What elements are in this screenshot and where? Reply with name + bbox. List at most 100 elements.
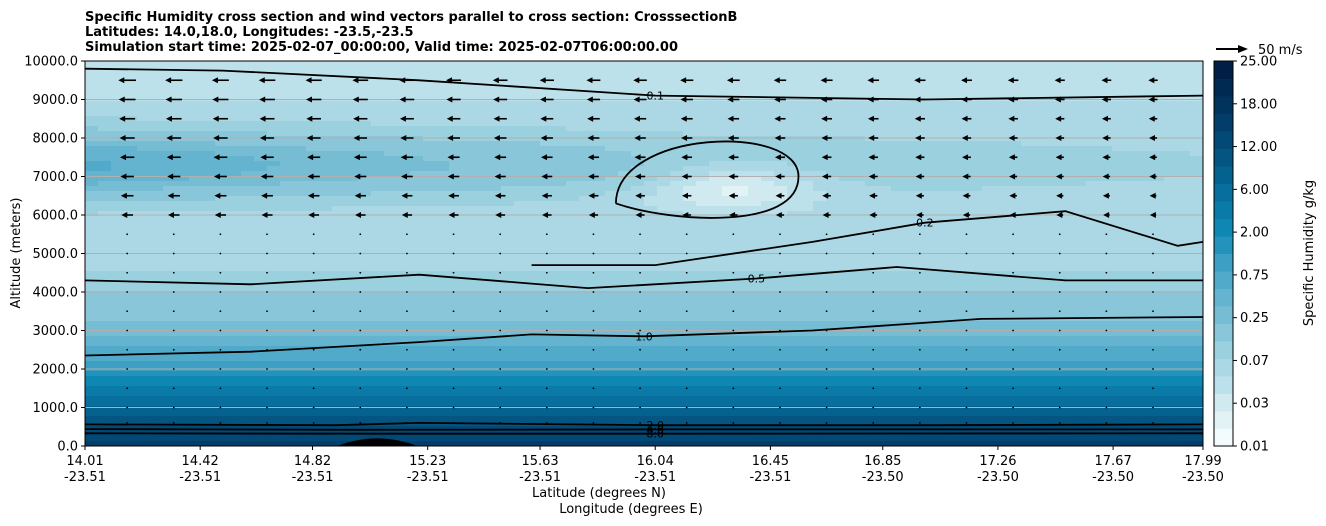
humidity-cell <box>852 201 866 207</box>
humidity-cell <box>241 156 255 162</box>
humidity-cell <box>774 286 788 292</box>
humidity-cell <box>449 211 463 217</box>
humidity-cell <box>514 161 528 167</box>
humidity-cell <box>254 181 268 187</box>
humidity-cell <box>657 136 671 142</box>
humidity-cell <box>358 166 372 172</box>
humidity-cell <box>696 346 710 352</box>
humidity-cell <box>995 136 1009 142</box>
humidity-cell <box>1151 96 1165 102</box>
humidity-cell <box>280 311 294 317</box>
humidity-cell <box>462 296 476 302</box>
humidity-cell <box>579 81 593 87</box>
humidity-cell <box>1073 176 1087 182</box>
humidity-cell <box>150 296 164 302</box>
humidity-cell <box>748 226 762 232</box>
humidity-cell <box>748 121 762 127</box>
humidity-cell <box>319 116 333 122</box>
humidity-cell <box>228 331 242 337</box>
humidity-cell <box>410 186 424 192</box>
humidity-cell <box>215 66 229 72</box>
humidity-cell <box>488 166 502 172</box>
humidity-cell <box>1177 331 1191 337</box>
humidity-cell <box>748 171 762 177</box>
humidity-cell <box>527 76 541 82</box>
humidity-cell <box>228 186 242 192</box>
humidity-cell <box>605 211 619 217</box>
humidity-cell <box>1034 141 1048 147</box>
humidity-cell <box>917 186 931 192</box>
humidity-cell <box>98 186 112 192</box>
humidity-cell <box>150 321 164 327</box>
humidity-cell <box>1125 121 1139 127</box>
humidity-cell <box>657 96 671 102</box>
humidity-cell <box>85 191 99 197</box>
humidity-cell <box>826 141 840 147</box>
humidity-cell <box>397 346 411 352</box>
humidity-cell <box>475 146 489 152</box>
humidity-cell <box>332 291 346 297</box>
humidity-cell <box>969 101 983 107</box>
humidity-cell <box>969 346 983 352</box>
humidity-cell <box>566 156 580 162</box>
humidity-cell <box>878 301 892 307</box>
humidity-cell <box>397 71 411 77</box>
humidity-cell <box>423 306 437 312</box>
humidity-cell <box>683 296 697 302</box>
humidity-cell <box>566 261 580 267</box>
humidity-cell <box>943 231 957 237</box>
humidity-cell <box>566 341 580 347</box>
humidity-cell <box>163 261 177 267</box>
humidity-cell <box>1034 336 1048 342</box>
humidity-cell <box>904 221 918 227</box>
humidity-cell <box>540 61 554 67</box>
humidity-cell <box>280 331 294 337</box>
humidity-cell <box>813 131 827 137</box>
humidity-cell <box>917 201 931 207</box>
humidity-cell <box>787 136 801 142</box>
humidity-cell <box>1008 346 1022 352</box>
humidity-cell <box>852 326 866 332</box>
humidity-cell <box>189 236 203 242</box>
humidity-cell <box>1086 156 1100 162</box>
humidity-cell <box>514 126 528 132</box>
humidity-cell <box>98 121 112 127</box>
humidity-cell <box>852 341 866 347</box>
humidity-cell <box>137 61 151 67</box>
humidity-cell <box>956 121 970 127</box>
humidity-cell <box>891 256 905 262</box>
humidity-cell <box>462 171 476 177</box>
humidity-cell <box>137 131 151 137</box>
humidity-cell <box>748 336 762 342</box>
humidity-cell <box>696 126 710 132</box>
humidity-cell <box>683 331 697 337</box>
humidity-cell <box>605 181 619 187</box>
humidity-cell <box>176 311 190 317</box>
humidity-cell <box>150 246 164 252</box>
humidity-cell <box>618 111 632 117</box>
humidity-cell <box>540 276 554 282</box>
humidity-cell <box>943 201 957 207</box>
humidity-cell <box>85 321 99 327</box>
humidity-cell <box>241 206 255 212</box>
humidity-cell <box>865 161 879 167</box>
humidity-cell <box>1151 176 1165 182</box>
humidity-cell <box>670 181 684 187</box>
humidity-cell <box>488 336 502 342</box>
humidity-cell <box>267 91 281 97</box>
humidity-cell <box>748 221 762 227</box>
humidity-cell <box>488 226 502 232</box>
humidity-cell <box>982 256 996 262</box>
humidity-cell <box>696 296 710 302</box>
humidity-cell <box>1125 101 1139 107</box>
humidity-cell <box>644 126 658 132</box>
humidity-cell <box>1138 126 1152 132</box>
humidity-cell <box>176 86 190 92</box>
humidity-cell <box>293 66 307 72</box>
humidity-cell <box>605 106 619 112</box>
humidity-cell <box>969 146 983 152</box>
humidity-cell <box>475 341 489 347</box>
humidity-cell <box>371 211 385 217</box>
humidity-cell <box>501 106 515 112</box>
humidity-cell <box>1021 226 1035 232</box>
